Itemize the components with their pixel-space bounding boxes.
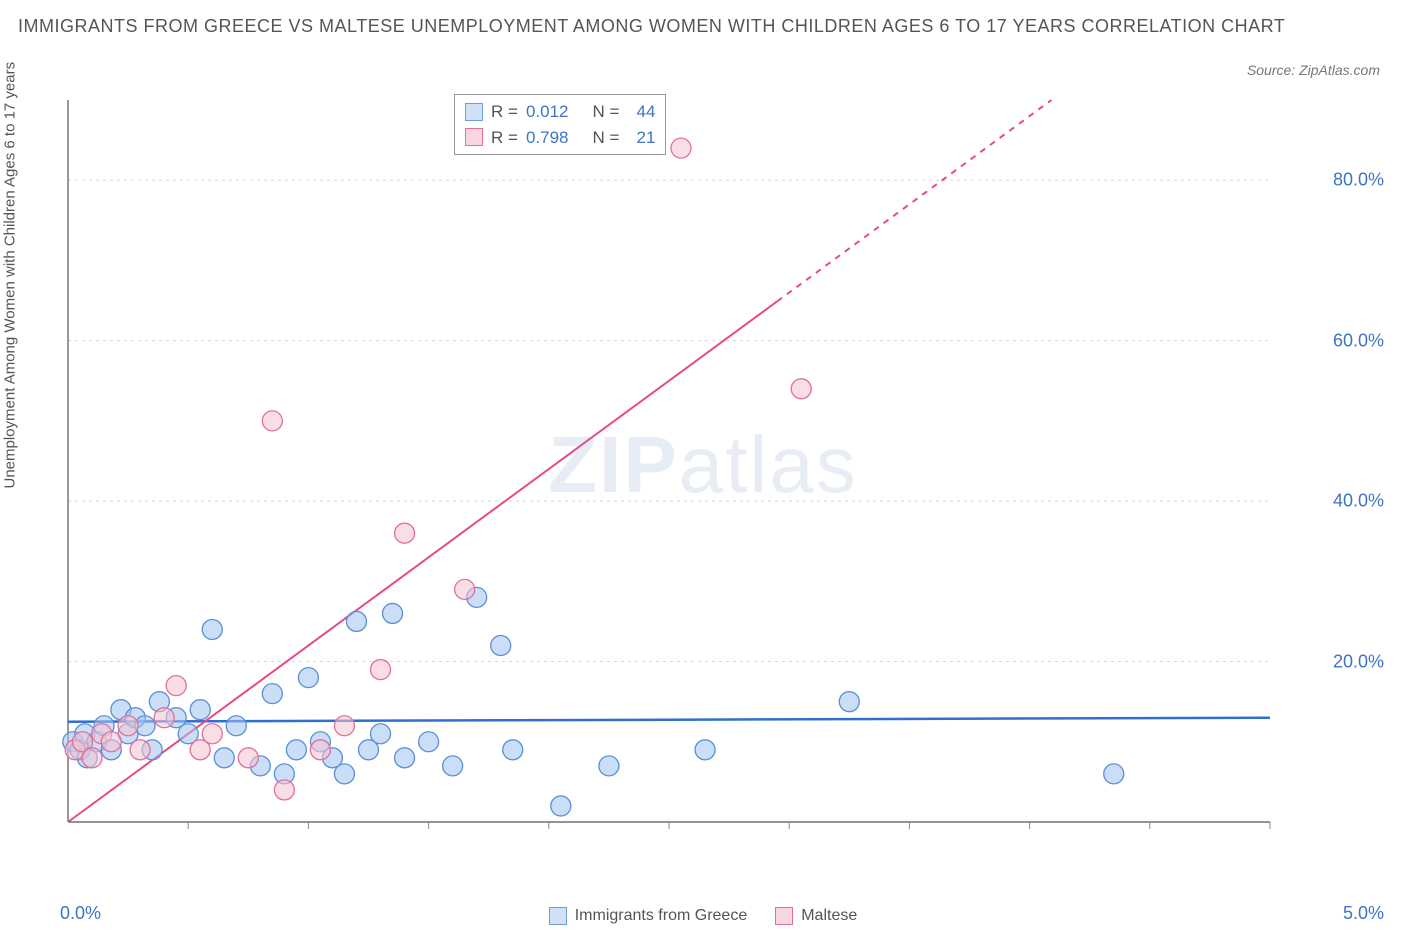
bottom-legend: Immigrants from Greece Maltese [0,902,1406,930]
y-axis-label: Unemployment Among Women with Children A… [2,62,19,489]
source-attribution: Source: ZipAtlas.com [1247,62,1380,78]
legend-label: Immigrants from Greece [575,907,747,925]
chart-title: IMMIGRANTS FROM GREECE VS MALTESE UNEMPL… [18,12,1388,41]
legend-swatch [465,103,483,121]
chart-svg [60,92,1340,862]
r-label: R = [491,125,518,151]
legend-swatch [549,907,567,925]
n-label: N = [592,99,619,125]
n-value: 44 [627,99,655,125]
legend-swatch [465,128,483,146]
r-value: 0.798 [526,125,569,151]
correlation-stats-box: R = 0.012 N = 44 R = 0.798 N = 21 [454,94,666,155]
y-tick-label: 60.0% [1333,330,1384,351]
stats-row: R = 0.012 N = 44 [465,99,655,125]
chart-plot-area [60,92,1340,862]
n-label: N = [592,125,619,151]
y-tick-label: 40.0% [1333,491,1384,512]
n-value: 21 [627,125,655,151]
y-tick-label: 80.0% [1333,170,1384,191]
legend-swatch [775,907,793,925]
y-tick-label: 20.0% [1333,651,1384,672]
legend-item: Maltese [775,907,857,925]
r-label: R = [491,99,518,125]
legend-item: Immigrants from Greece [549,907,747,925]
r-value: 0.012 [526,99,569,125]
legend-label: Maltese [801,907,857,925]
stats-row: R = 0.798 N = 21 [465,125,655,151]
